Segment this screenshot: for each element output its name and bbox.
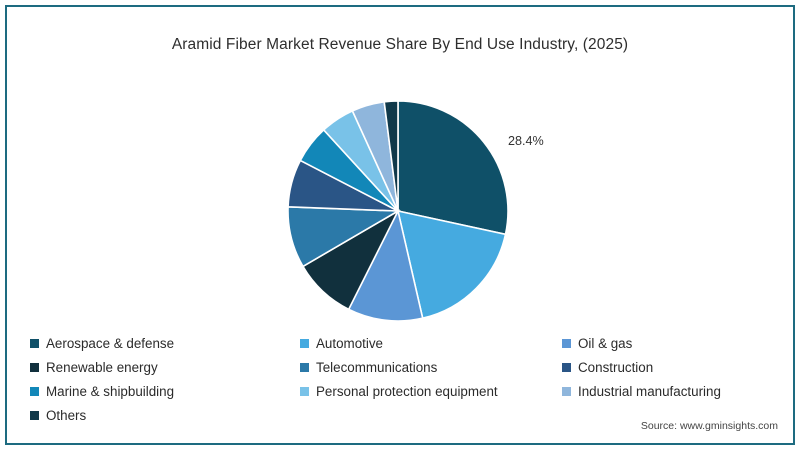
legend-item-label: Automotive — [316, 335, 383, 351]
legend-item[interactable]: Aerospace & defense — [30, 335, 300, 352]
legend-item[interactable]: Renewable energy — [30, 359, 300, 376]
legend-item[interactable]: Telecommunications — [300, 359, 562, 376]
legend-item-label: Aerospace & defense — [46, 335, 175, 351]
legend-item-label: Telecommunications — [316, 359, 438, 375]
legend-item[interactable]: Industrial manufacturing — [562, 383, 770, 400]
legend-swatch-icon — [562, 386, 571, 396]
legend-swatch-icon — [300, 362, 309, 372]
legend-swatch-icon — [30, 410, 39, 420]
legend-row: Others — [30, 403, 770, 427]
chart-legend: Aerospace & defense Automotive Oil & gas Re… — [30, 331, 770, 427]
legend-item-label: Others — [46, 407, 87, 423]
legend-swatch-icon — [30, 338, 39, 348]
legend-swatch-icon — [30, 362, 39, 372]
legend-item-label: Marine & shipbuilding — [46, 383, 175, 399]
legend-swatch-icon — [300, 386, 309, 396]
legend-item[interactable]: Others — [30, 407, 300, 424]
source-attribution: Source: www.gminsights.com — [640, 420, 778, 432]
legend-item-label: Personal protection equipment — [316, 383, 498, 399]
legend-swatch-icon — [30, 386, 39, 396]
legend-swatch-icon — [562, 362, 571, 372]
legend-swatch-icon — [300, 338, 309, 348]
legend-swatch-icon — [562, 338, 571, 348]
legend-item[interactable]: Marine & shipbuilding — [30, 383, 300, 400]
legend-item[interactable]: Personal protection equipment — [300, 383, 562, 400]
chart-title: Aramid Fiber Market Revenue Share By End… — [171, 36, 629, 53]
legend-item[interactable]: Automotive — [300, 335, 562, 352]
legend-item-label: Industrial manufacturing — [578, 383, 721, 399]
legend-item[interactable]: Construction — [562, 359, 770, 376]
legend-item[interactable]: Oil & gas — [562, 335, 770, 352]
legend-item-label: Construction — [578, 359, 654, 375]
legend-item-label: Oil & gas — [578, 335, 633, 351]
legend-row: Renewable energy Telecommunications Constr… — [30, 355, 770, 379]
legend-row: Marine & shipbuilding Personal protection… — [30, 379, 770, 403]
legend-item-label: Renewable energy — [46, 359, 158, 375]
legend-row: Aerospace & defense Automotive Oil & gas — [30, 331, 770, 355]
